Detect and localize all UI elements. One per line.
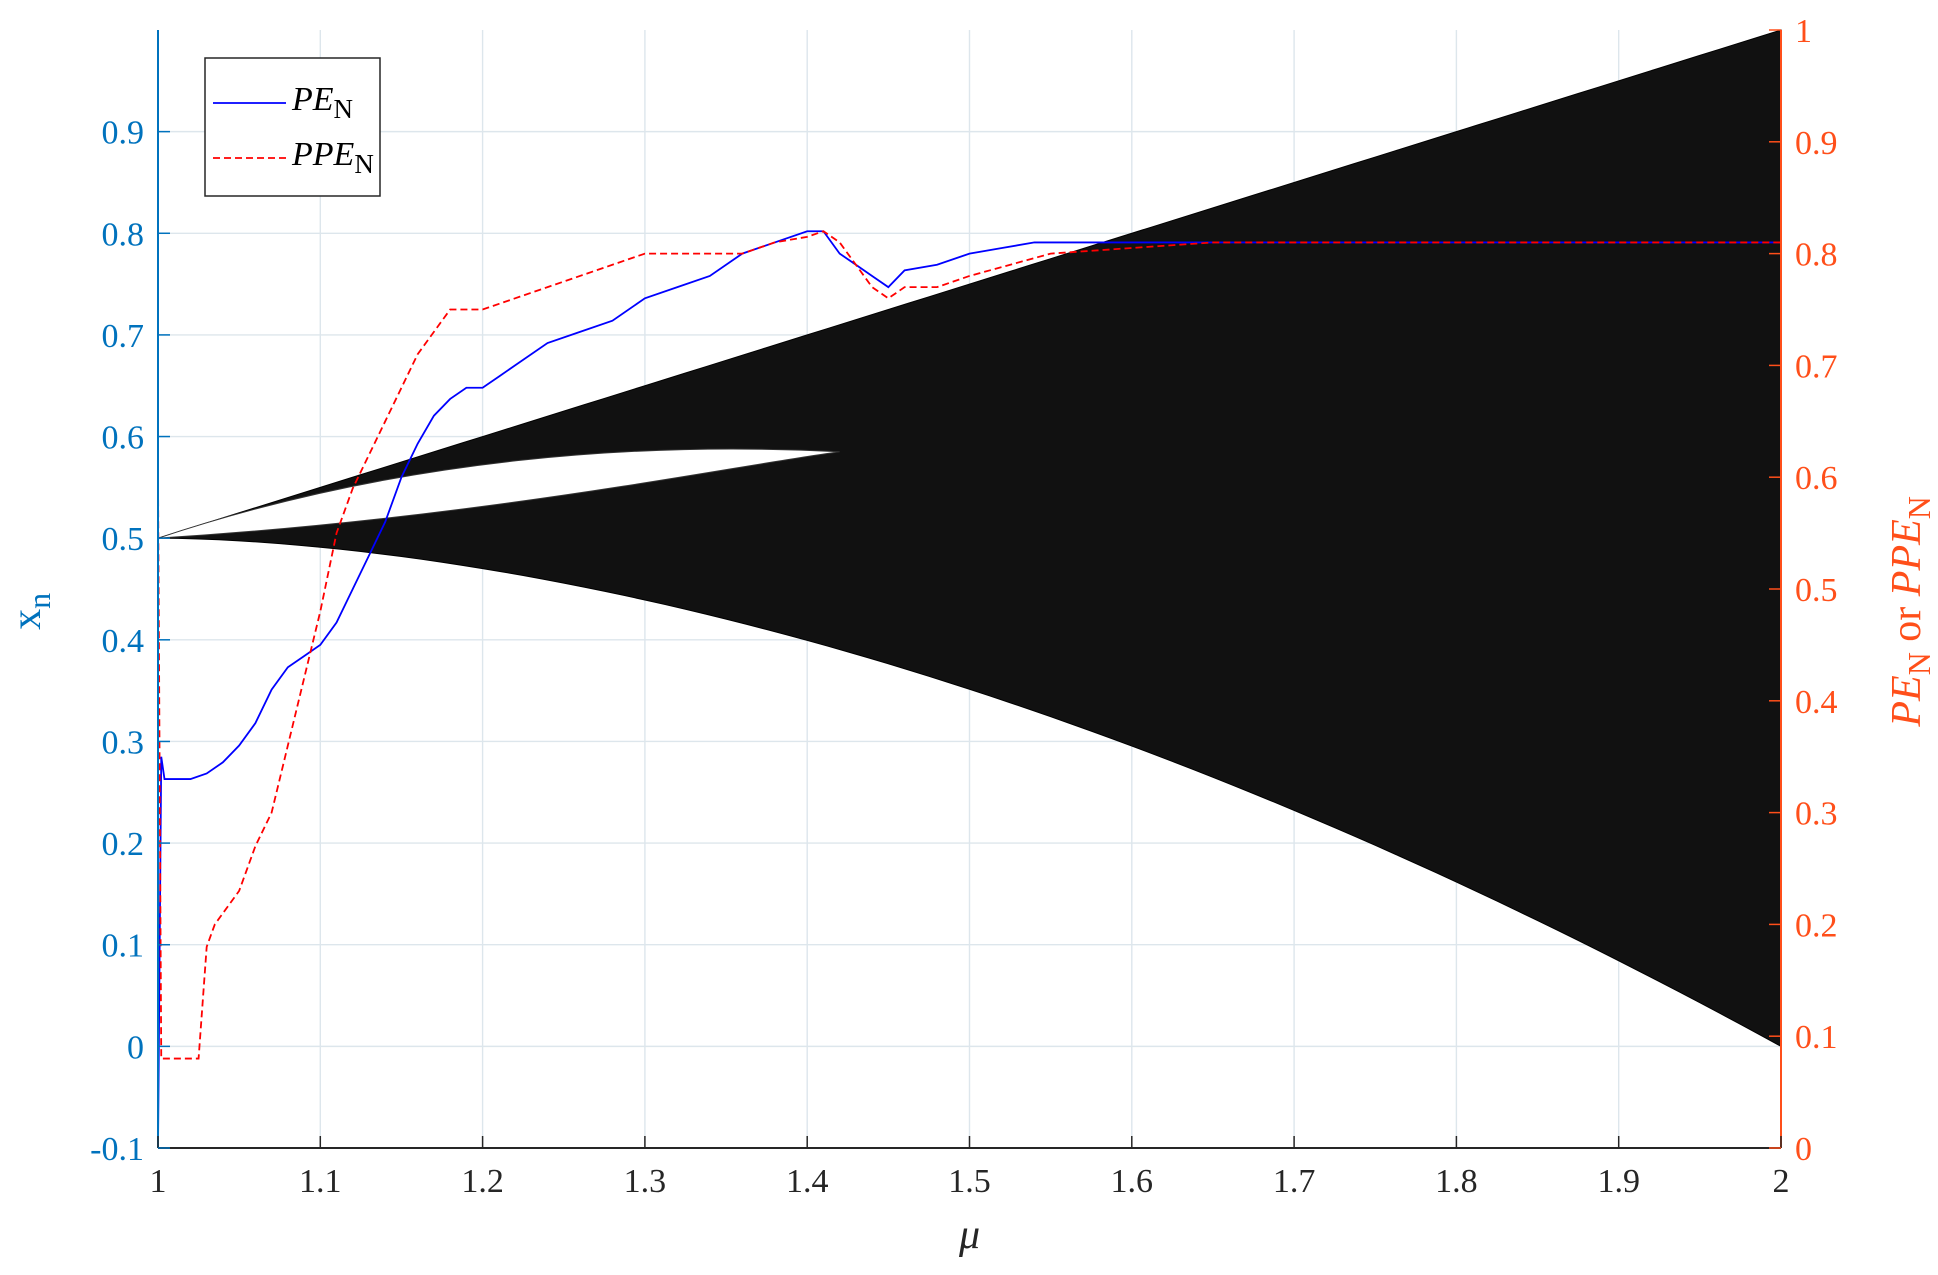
series-line-pe [157,230,1781,1149]
x-tick-label-7: 1.7 [1273,1163,1316,1200]
y-right-tick-label-0: 0 [1795,1131,1812,1168]
y-right-tick-label-6: 0.6 [1795,460,1838,497]
y-right-tick-label-9: 0.9 [1795,125,1838,162]
legend-label-pe: PEN [291,81,353,124]
y-right-tick-label-4: 0.4 [1795,684,1838,721]
axes: 1 1.1 1.2 1.3 1.4 1.5 1.6 1.7 1.8 1.9 2 -0.1 0 0.1 0.2… [90,13,1837,1200]
y-left-tick-label-9: 0.8 [102,216,145,253]
y-right-tick-label-3: 0.3 [1795,796,1838,833]
x-tick-label-6: 1.6 [1111,1163,1154,1200]
legend-label-ppe: PPEN [291,136,374,179]
x-tick-label-10: 2 [1773,1163,1790,1200]
legend-box [204,57,381,197]
x-tick-label-2: 1.2 [461,1163,504,1200]
y-right-tick-label-8: 0.8 [1795,237,1838,274]
bifurcation-gap [157,448,840,539]
y-right-tick-label-10: 1 [1795,13,1812,50]
legend: PEN PPEN [204,57,381,197]
y-left-tick-label-4: 0.3 [102,724,145,761]
y-axis-left-title: xn [4,593,57,630]
y-left-tick-label-8: 0.7 [102,318,145,355]
x-tick-label-3: 1.3 [624,1163,667,1200]
y-right-tick-label-7: 0.7 [1795,348,1838,385]
y-right-tick-label-1: 0.1 [1795,1019,1838,1056]
y-left-tick-label-0: -0.1 [90,1131,144,1168]
entropy-series [157,230,1781,1149]
x-tick-label-8: 1.8 [1435,1163,1478,1200]
y-left-tick-label-5: 0.4 [102,623,145,660]
y-axis-right-title: PEN or PPEN [1884,496,1937,728]
y-right-tick-label-2: 0.2 [1795,907,1838,944]
series-line-ppe [157,230,1781,1060]
y-left-tick-label-3: 0.2 [102,826,145,863]
x-tick-label-1: 1.1 [299,1163,342,1200]
y-right-tick-label-5: 0.5 [1795,572,1838,609]
y-left-tick-label-6: 0.5 [102,521,145,558]
x-tick-label-4: 1.4 [786,1163,829,1200]
y-left-tick-label-1: 0 [127,1029,144,1066]
y-left-tick-label-10: 0.9 [102,115,145,152]
x-tick-label-0: 1 [150,1163,167,1200]
x-tick-label-5: 1.5 [948,1163,991,1200]
x-axis-title: μ [958,1212,980,1258]
y-left-tick-label-7: 0.6 [102,420,145,457]
y-left-tick-label-2: 0.1 [102,928,145,965]
x-tick-label-9: 1.9 [1597,1163,1640,1200]
